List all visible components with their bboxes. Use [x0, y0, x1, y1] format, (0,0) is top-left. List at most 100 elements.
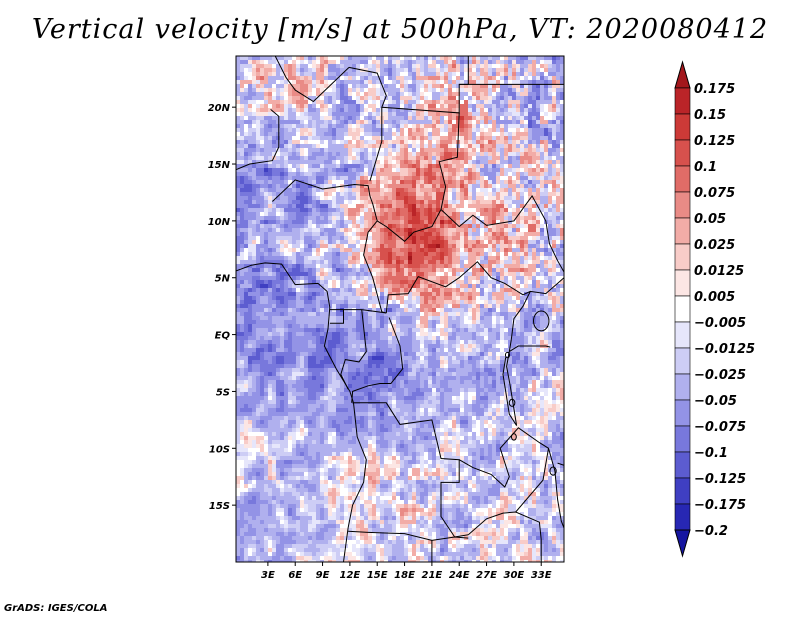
field-cell — [480, 76, 485, 81]
field-cell — [480, 188, 485, 193]
field-cell — [308, 248, 313, 253]
field-cell — [416, 240, 421, 245]
field-cell — [392, 112, 397, 117]
field-cell — [372, 220, 377, 225]
field-cell — [416, 264, 421, 269]
field-cell — [400, 220, 405, 225]
field-cell — [360, 240, 365, 245]
field-cell — [416, 280, 421, 285]
field-cell — [332, 268, 337, 273]
field-cell — [400, 240, 405, 245]
field-cell — [260, 176, 265, 181]
field-cell — [396, 252, 401, 257]
field-cell — [272, 212, 277, 217]
field-cell — [324, 236, 329, 241]
field-cell — [528, 260, 533, 265]
field-cell — [500, 188, 505, 193]
field-cell — [540, 88, 545, 93]
field-cell — [408, 256, 413, 261]
field-cell — [496, 144, 501, 149]
field-cell — [372, 76, 377, 81]
field-cell — [488, 212, 493, 217]
field-cell — [248, 104, 253, 109]
field-cell — [408, 276, 413, 281]
field-cell — [396, 216, 401, 221]
field-cell — [348, 140, 353, 145]
field-cell — [244, 220, 249, 225]
field-cell — [312, 272, 317, 277]
field-cell — [464, 216, 469, 221]
field-cell — [296, 276, 301, 281]
field-cell — [248, 56, 253, 61]
field-cell — [376, 168, 381, 173]
field-cell — [340, 280, 345, 285]
field-cell — [260, 84, 265, 89]
field-cell — [312, 188, 317, 193]
field-cell — [452, 140, 457, 145]
field-cell — [296, 108, 301, 113]
field-cell — [284, 96, 289, 101]
field-cell — [364, 180, 369, 185]
field-cell — [400, 264, 405, 269]
field-cell — [352, 204, 357, 209]
field-cell — [548, 252, 553, 257]
field-cell — [484, 68, 489, 73]
field-cell — [288, 88, 293, 93]
field-cell — [308, 76, 313, 81]
field-cell — [296, 260, 301, 265]
field-cell — [396, 120, 401, 125]
field-cell — [424, 176, 429, 181]
field-cell — [492, 228, 497, 233]
field-cell — [276, 232, 281, 237]
field-cell — [380, 236, 385, 241]
field-cell — [504, 84, 509, 89]
field-cell — [404, 272, 409, 277]
field-cell — [448, 296, 453, 301]
field-cell — [280, 164, 285, 169]
field-cell — [524, 212, 529, 217]
field-cell — [436, 112, 441, 117]
field-cell — [468, 140, 473, 145]
field-cell — [408, 152, 413, 157]
field-cell — [348, 224, 353, 229]
field-cell — [252, 60, 257, 65]
field-cell — [440, 168, 445, 173]
field-cell — [240, 260, 245, 265]
field-cell — [308, 256, 313, 261]
field-cell — [268, 192, 273, 197]
field-cell — [312, 80, 317, 85]
field-cell — [300, 296, 305, 301]
field-cell — [356, 72, 361, 77]
field-cell — [248, 136, 253, 141]
field-cell — [284, 192, 289, 197]
field-cell — [264, 172, 269, 177]
field-cell — [464, 76, 469, 81]
field-cell — [356, 168, 361, 173]
field-cell — [272, 112, 277, 117]
field-cell — [312, 76, 317, 81]
field-cell — [344, 108, 349, 113]
field-cell — [332, 140, 337, 145]
field-cell — [268, 256, 273, 261]
field-cell — [520, 132, 525, 137]
field-cell — [252, 108, 257, 113]
field-cell — [316, 260, 321, 265]
field-cell — [468, 212, 473, 217]
field-cell — [424, 56, 429, 61]
field-cell — [500, 296, 505, 301]
field-cell — [328, 68, 333, 73]
field-cell — [556, 164, 561, 169]
field-cell — [344, 260, 349, 265]
field-cell — [316, 76, 321, 81]
field-cell — [248, 128, 253, 133]
field-cell — [300, 88, 305, 93]
field-cell — [276, 68, 281, 73]
field-cell — [404, 104, 409, 109]
field-cell — [516, 100, 521, 105]
field-cell — [276, 280, 281, 285]
field-cell — [420, 96, 425, 101]
field-cell — [276, 208, 281, 213]
field-cell — [460, 284, 465, 289]
field-cell — [520, 72, 525, 77]
field-cell — [272, 120, 277, 125]
